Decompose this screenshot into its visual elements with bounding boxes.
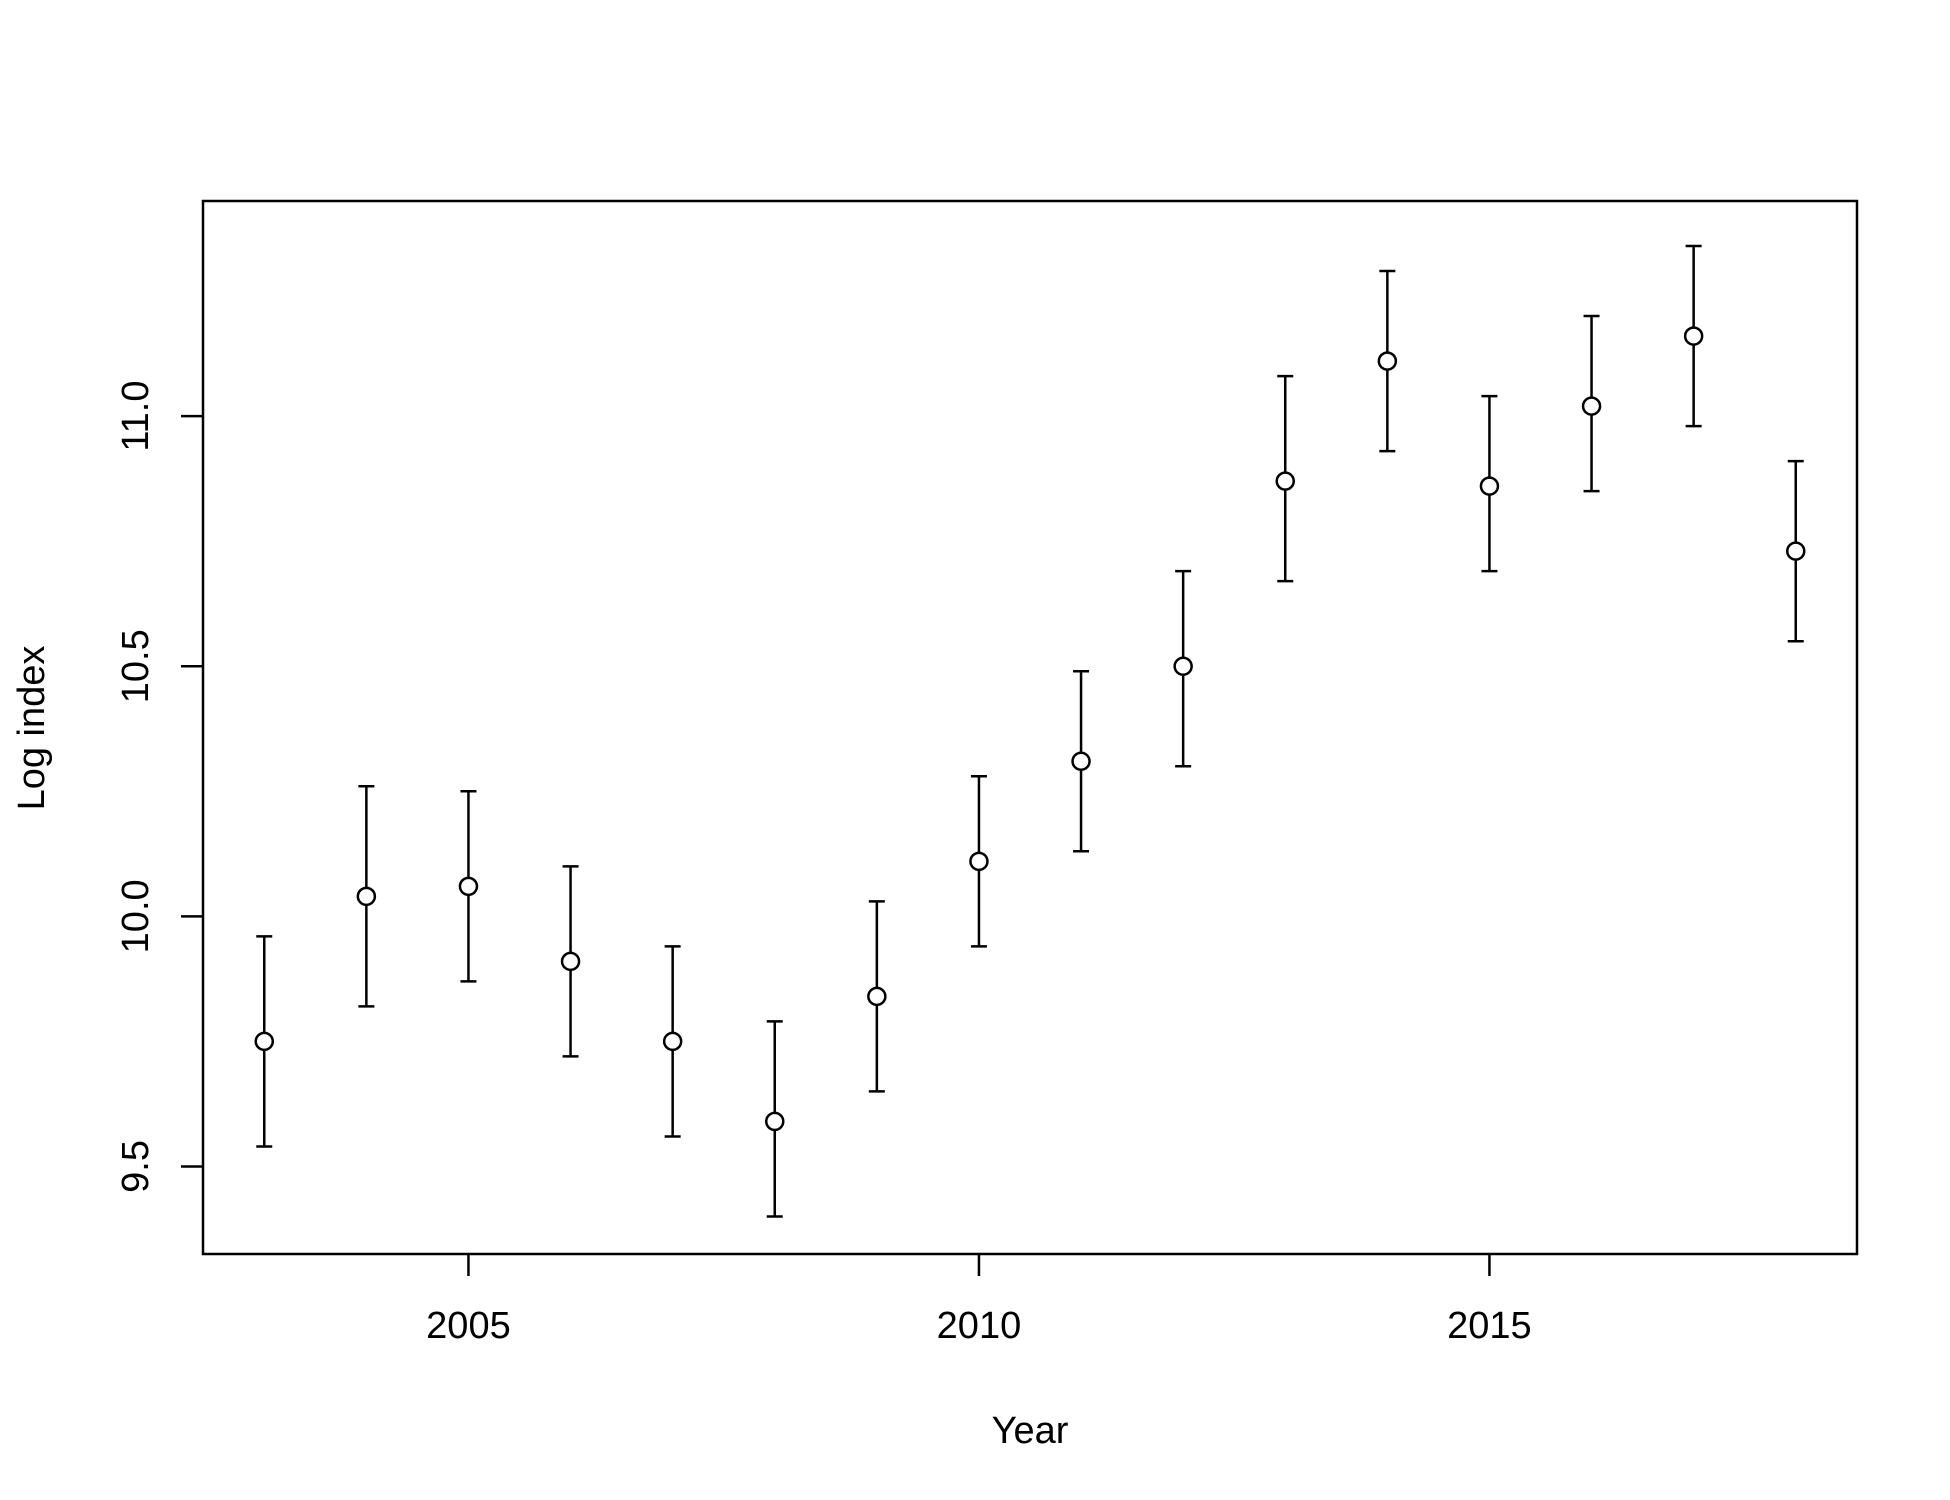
data-point xyxy=(969,851,989,872)
data-point xyxy=(254,1031,275,1052)
data-point xyxy=(458,876,479,897)
y-tick-label: 11.0 xyxy=(115,381,157,452)
data-marks xyxy=(254,244,1806,1218)
y-tick-label: 10.5 xyxy=(115,629,157,703)
data-point xyxy=(1275,471,1295,491)
data-point xyxy=(1479,476,1500,496)
data-point xyxy=(1377,351,1398,371)
data-point xyxy=(1785,541,1806,561)
data-point xyxy=(1581,396,1602,416)
y-tick-label: 10.0 xyxy=(115,879,157,953)
x-axis-label: Year xyxy=(992,1410,1069,1452)
x-tick-label: 2015 xyxy=(1447,1305,1532,1347)
y-tick-label: 9.5 xyxy=(115,1140,157,1193)
data-point xyxy=(1173,656,1193,676)
data-point xyxy=(765,1111,785,1132)
data-point xyxy=(356,886,377,907)
x-tick-label: 2005 xyxy=(426,1305,511,1347)
x-axis: 2005 2010 2015 xyxy=(426,1254,1532,1347)
data-point xyxy=(1683,326,1704,346)
data-point xyxy=(662,1031,683,1052)
data-point xyxy=(560,951,581,972)
x-tick-label: 2010 xyxy=(937,1305,1022,1347)
plot-frame xyxy=(201,199,1859,1256)
data-point xyxy=(867,986,887,1007)
y-axis: 9.5 10.0 10.5 11.0 xyxy=(115,381,203,1193)
data-point xyxy=(1071,751,1091,772)
y-axis-label: Log index xyxy=(11,646,53,811)
